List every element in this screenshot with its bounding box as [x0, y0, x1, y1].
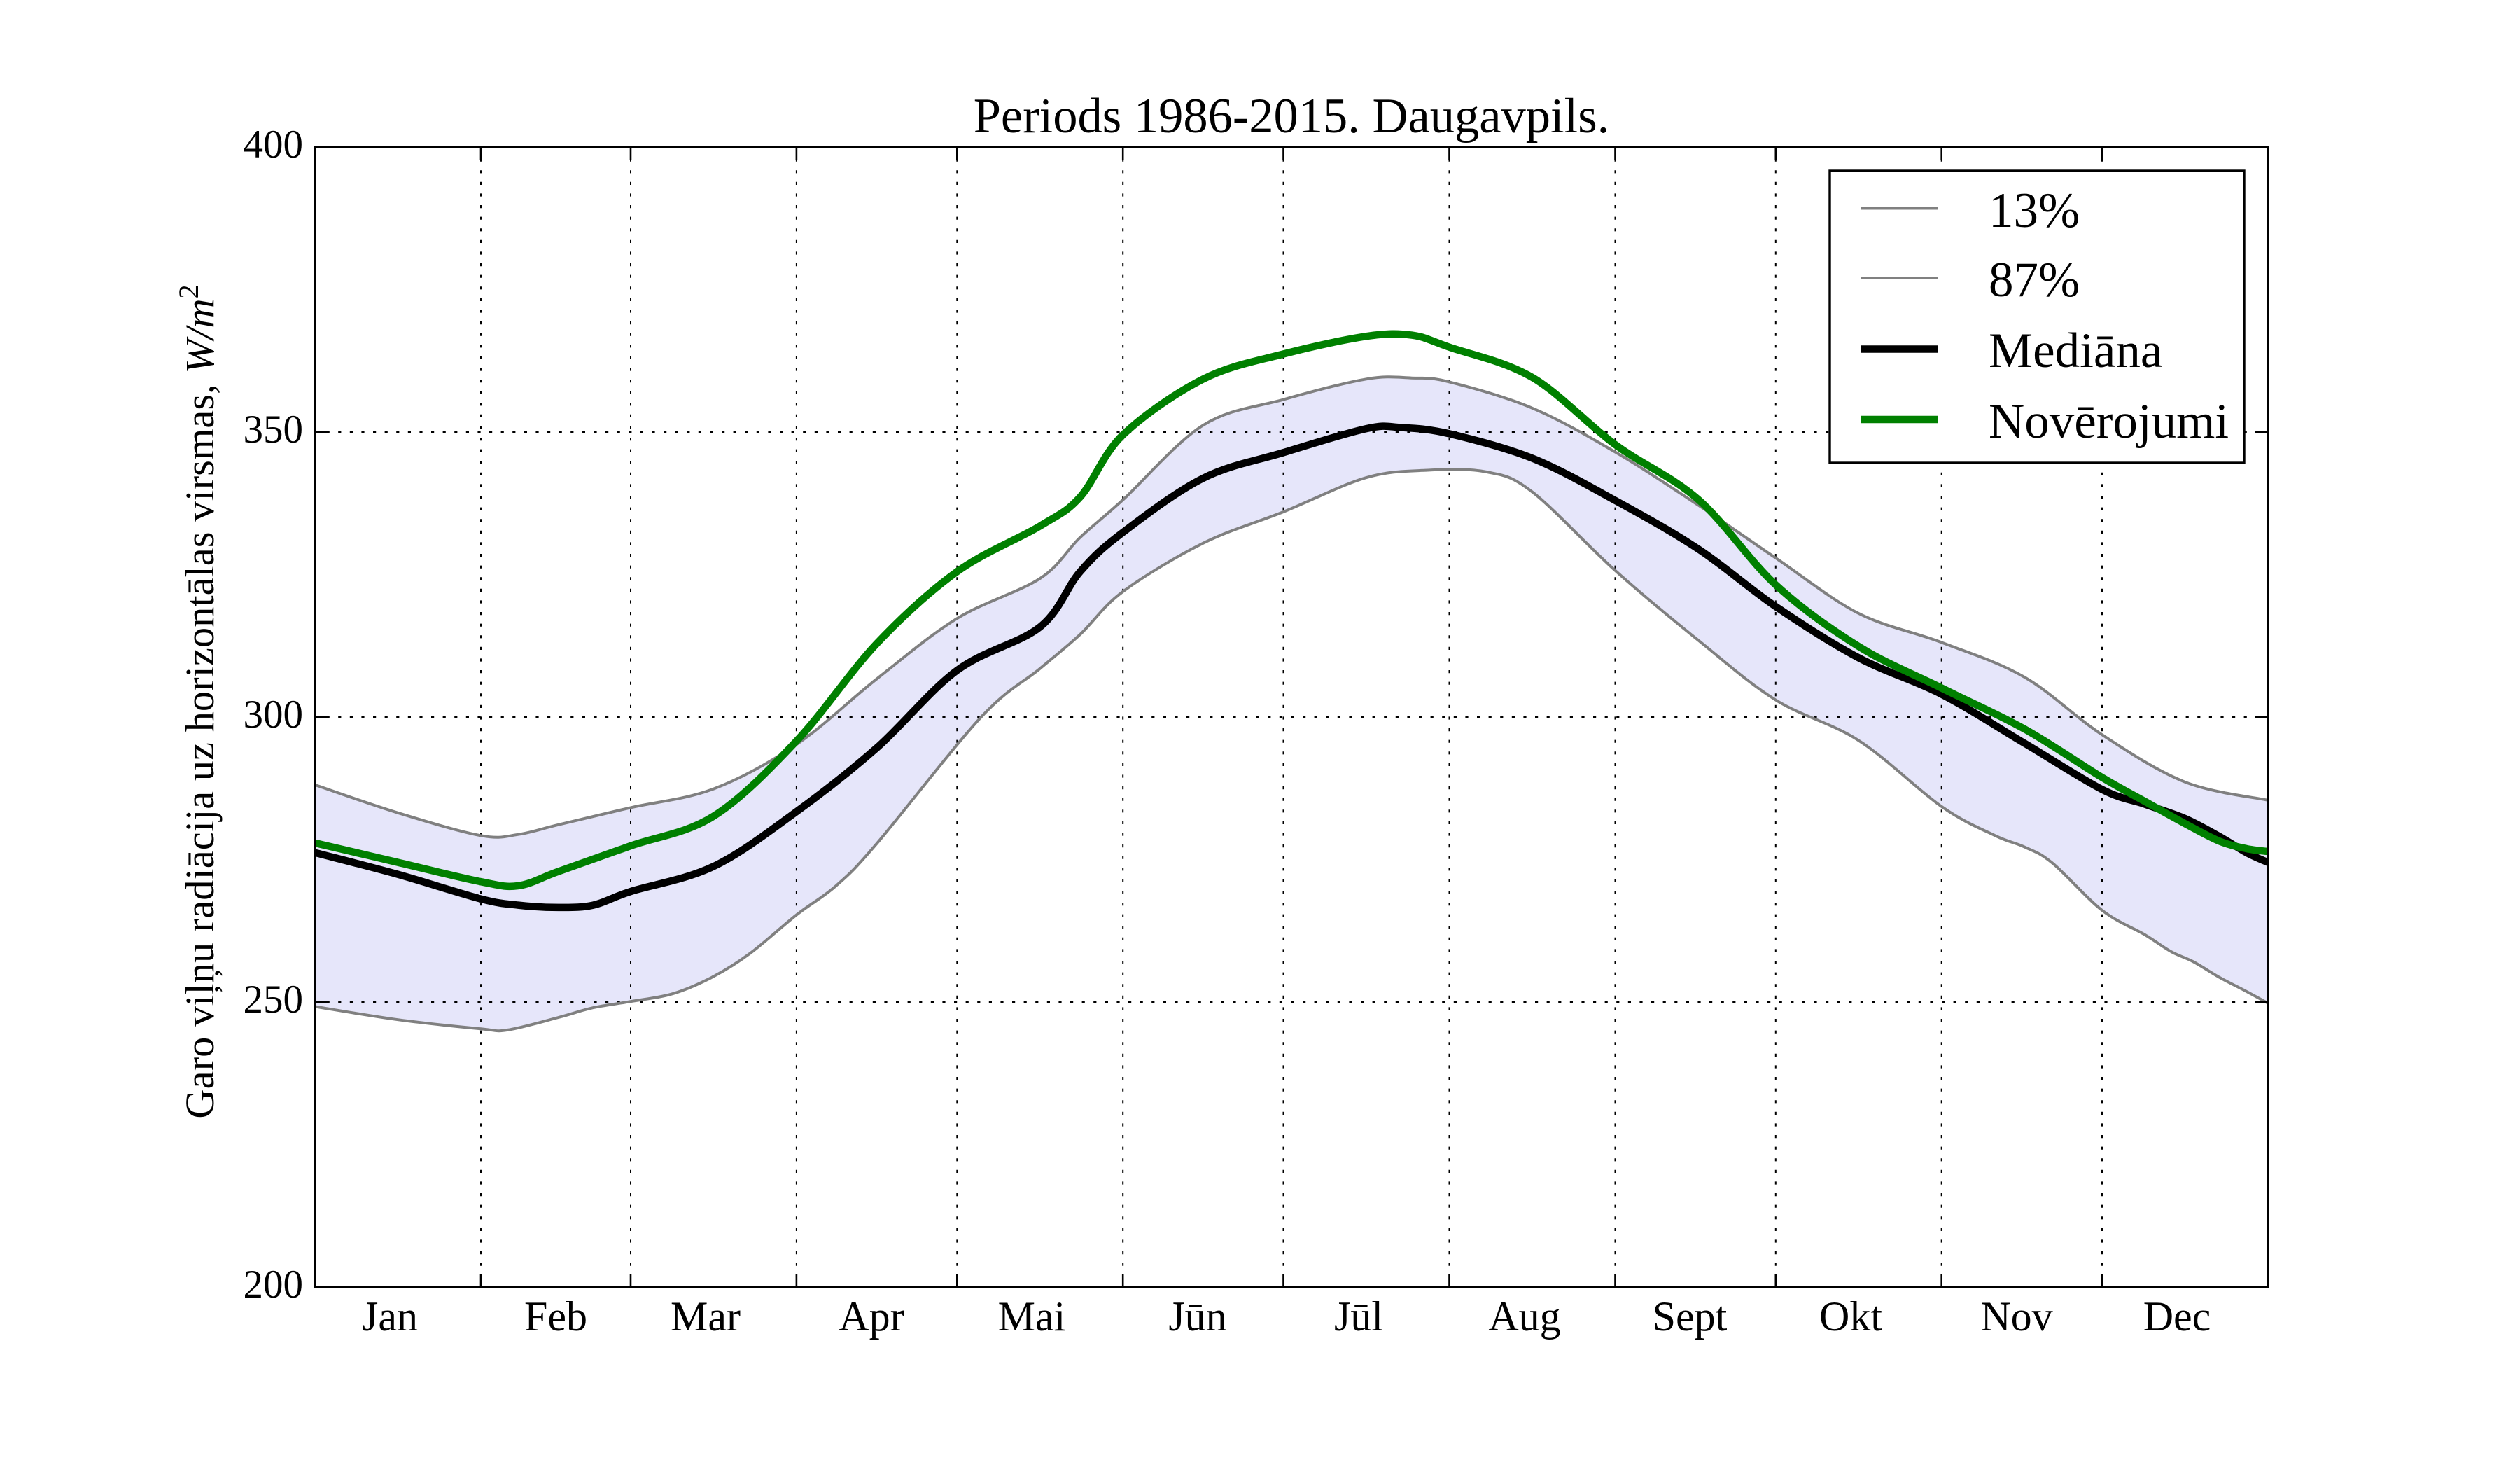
svg-text:Mediāna: Mediāna [1989, 324, 2162, 378]
svg-text:Okt: Okt [1819, 1293, 1882, 1340]
svg-text:Aug: Aug [1488, 1293, 1560, 1340]
svg-text:Jan: Jan [362, 1293, 418, 1340]
svg-text:Jūn: Jūn [1168, 1293, 1226, 1340]
svg-text:400: 400 [244, 123, 304, 167]
svg-text:87%: 87% [1989, 253, 2080, 307]
svg-text:Jūl: Jūl [1334, 1293, 1383, 1340]
svg-text:Apr: Apr [839, 1293, 904, 1340]
svg-text:Garo viļņu radiācija uz horizo: Garo viļņu radiācija uz horizontālas vir… [173, 284, 223, 1118]
svg-text:350: 350 [244, 408, 304, 452]
svg-text:Nov: Nov [1980, 1293, 2052, 1340]
svg-text:300: 300 [244, 693, 304, 737]
svg-text:13%: 13% [1989, 183, 2080, 238]
svg-text:Mai: Mai [998, 1293, 1066, 1340]
svg-text:Feb: Feb [524, 1293, 587, 1340]
svg-text:Periods 1986-2015. Daugavpils.: Periods 1986-2015. Daugavpils. [974, 89, 1610, 144]
svg-text:Sept: Sept [1653, 1293, 1728, 1340]
svg-text:Novērojumi: Novērojumi [1989, 394, 2229, 449]
svg-text:Mar: Mar [671, 1293, 741, 1340]
svg-text:Dec: Dec [2143, 1293, 2211, 1340]
svg-text:250: 250 [244, 978, 304, 1022]
svg-text:200: 200 [244, 1263, 304, 1307]
